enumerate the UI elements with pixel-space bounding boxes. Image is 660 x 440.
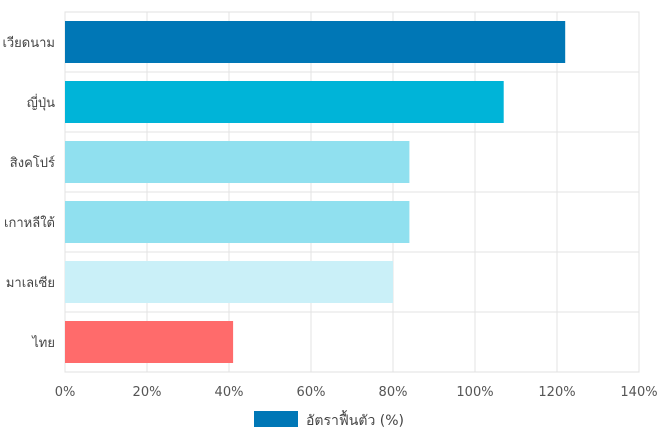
bars	[65, 21, 566, 363]
gridlines	[64, 12, 640, 372]
x-tick-label: 40%	[215, 385, 244, 400]
category-label: เวียดนาม	[2, 35, 55, 51]
bar	[65, 81, 504, 123]
category-label: มาเลเซีย	[6, 275, 55, 291]
category-label: สิงคโปร์	[10, 155, 55, 171]
category-label: ไทย	[31, 335, 55, 351]
x-tick-label: 0%	[55, 385, 76, 400]
x-tick-label: 20%	[133, 385, 162, 400]
bar	[65, 321, 234, 363]
category-labels: เวียดนามญี่ปุ่นสิงคโปร์เกาหลีใต้มาเลเซีย…	[2, 35, 55, 351]
bar	[65, 141, 410, 183]
legend: อัตราฟื้นตัว (%)	[254, 410, 404, 429]
bar	[65, 21, 566, 63]
x-tick-label: 80%	[379, 385, 408, 400]
category-label: ญี่ปุ่น	[27, 94, 55, 111]
legend-label: อัตราฟื้นตัว (%)	[306, 410, 404, 429]
x-tick-label: 60%	[297, 385, 326, 400]
category-label: เกาหลีใต้	[4, 215, 55, 231]
legend-swatch	[254, 411, 298, 427]
bar	[65, 261, 393, 303]
bar	[65, 201, 410, 243]
x-tick-labels: 0% 20% 40% 60% 80% 100% 120% 140%	[55, 385, 658, 400]
x-tick-label: 140%	[620, 385, 657, 400]
x-tick-label: 100%	[456, 385, 493, 400]
x-tick-label: 120%	[538, 385, 575, 400]
